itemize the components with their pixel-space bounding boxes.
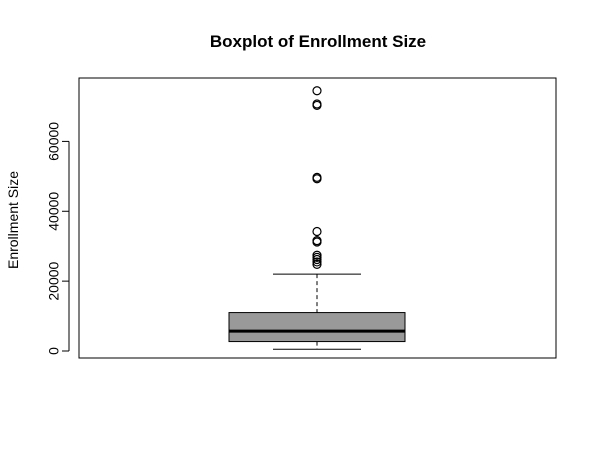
boxplot — [228, 273, 406, 350]
y-tick-label: 40000 — [46, 192, 62, 231]
chart-title: Boxplot of Enrollment Size — [210, 32, 426, 51]
interquartile-box — [228, 312, 406, 343]
outlier-point — [312, 99, 322, 109]
outlier-point — [312, 257, 322, 267]
outlier-point — [312, 236, 322, 246]
outlier-point — [312, 226, 322, 237]
y-axis-label: Enrollment Size — [5, 171, 21, 269]
outlier-point — [312, 86, 322, 96]
y-tick-label: 60000 — [46, 122, 62, 161]
y-tick-label: 20000 — [46, 261, 62, 300]
y-tick-label: 0 — [46, 347, 62, 355]
outliers — [312, 86, 322, 269]
outlier-point — [312, 250, 322, 260]
y-axis: 0 20000 40000 60000 — [46, 122, 70, 355]
plot-frame — [78, 77, 557, 359]
outlier-point — [312, 259, 322, 269]
outlier-point — [312, 172, 322, 182]
